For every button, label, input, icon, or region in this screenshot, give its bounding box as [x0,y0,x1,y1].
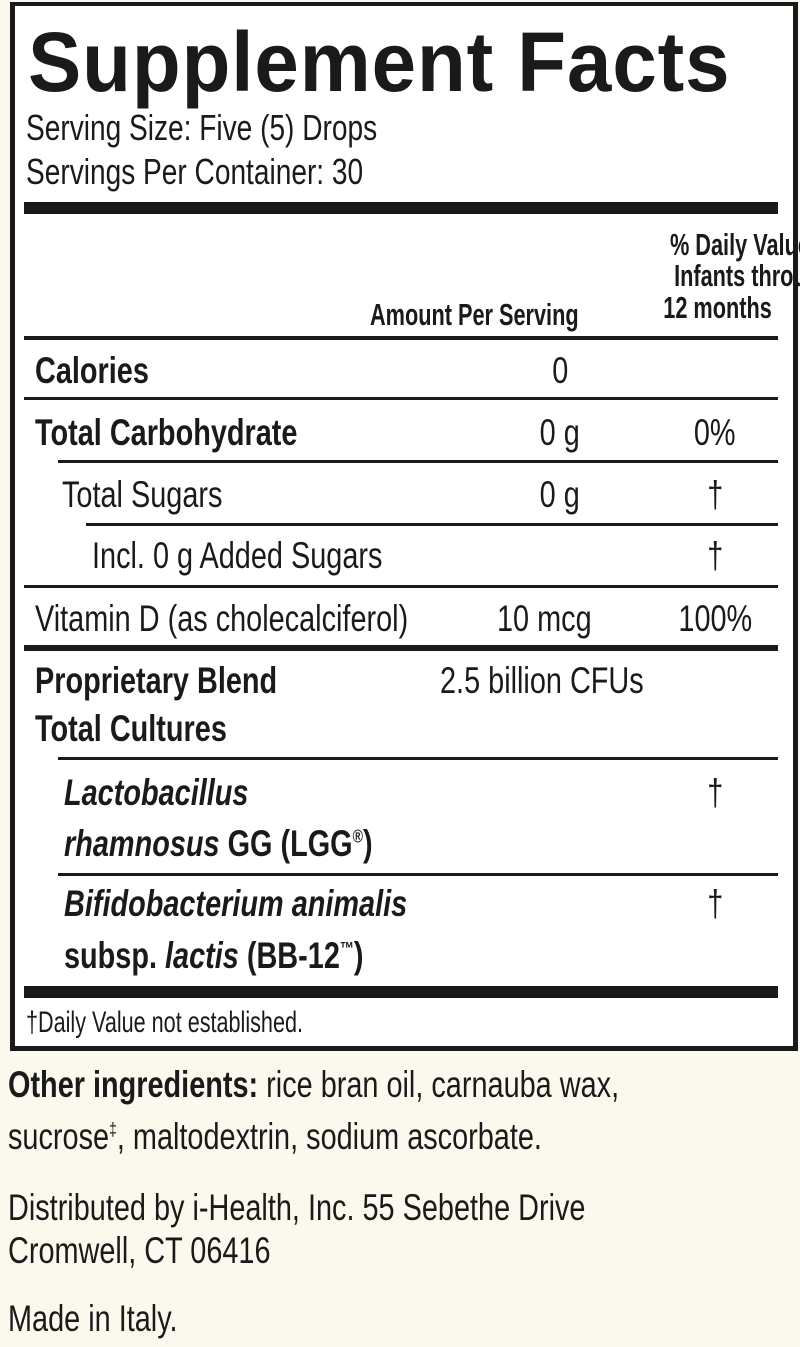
row-added-sugars-dv: † [706,535,724,576]
row-sugars-dv: † [706,474,724,515]
origin: Made in Italy. [8,1298,178,1339]
divider [58,873,778,876]
blend-label-line2: Total Cultures [35,708,227,749]
culture-2-dv: † [706,883,724,924]
other-ingredients-line2: sucrose‡, maltodextrin, sodium ascorbate… [8,1116,542,1157]
culture-1-line2: rhamnosus GG (LGG®) [64,823,373,864]
servings-per-container: Servings Per Container: 30 [26,151,364,192]
panel-title: Supplement Facts [28,15,731,109]
culture-2-line1: Bifidobacterium animalis [64,883,408,924]
row-calories-label: Calories [35,350,149,391]
divider [24,585,778,588]
row-vitamin-d-amount: 10 mcg [497,598,592,639]
amount-header: Amount Per Serving [370,297,579,332]
dv-header-line1: % Daily Value [669,227,800,262]
dv-header-line3: 12 months [663,290,772,325]
row-carbohydrate-amount: 0 g [539,412,581,453]
row-added-sugars-label: Incl. 0 g Added Sugars [92,535,383,576]
serving-size: Serving Size: Five (5) Drops [26,107,378,148]
divider [24,397,778,400]
blend-label-line1: Proprietary Blend [35,660,278,701]
row-carbohydrate-label: Total Carbohydrate [35,412,298,453]
divider [58,460,778,463]
row-sugars-label: Total Sugars [62,474,223,515]
other-ingredients-line1: Other ingredients: rice bran oil, carnau… [8,1064,620,1105]
footnote: †Daily Value not established. [26,1006,303,1039]
medium-divider [24,645,778,651]
row-vitamin-d-dv: 100% [678,598,752,639]
thick-divider [24,202,778,214]
culture-2-line2: subsp. lactis (BB-12™) [64,935,364,976]
divider [24,336,778,340]
row-vitamin-d-label: Vitamin D (as cholecalciferol) [35,598,409,639]
row-calories-amount: 0 [551,350,569,391]
thick-divider [24,986,778,998]
supplement-facts-panel [10,2,798,1051]
dv-header-line2: Infants through [674,258,800,293]
blend-amount: 2.5 billion CFUs [440,660,644,701]
divider [86,523,778,526]
culture-1-dv: † [706,772,724,813]
culture-1-line1: Lactobacillus [64,772,249,813]
distributor-line1: Distributed by i-Health, Inc. 55 Sebethe… [8,1187,586,1228]
row-carbohydrate-dv: 0% [694,412,736,453]
row-sugars-amount: 0 g [539,474,581,515]
divider [58,757,778,760]
distributor-line2: Cromwell, CT 06416 [8,1230,271,1271]
